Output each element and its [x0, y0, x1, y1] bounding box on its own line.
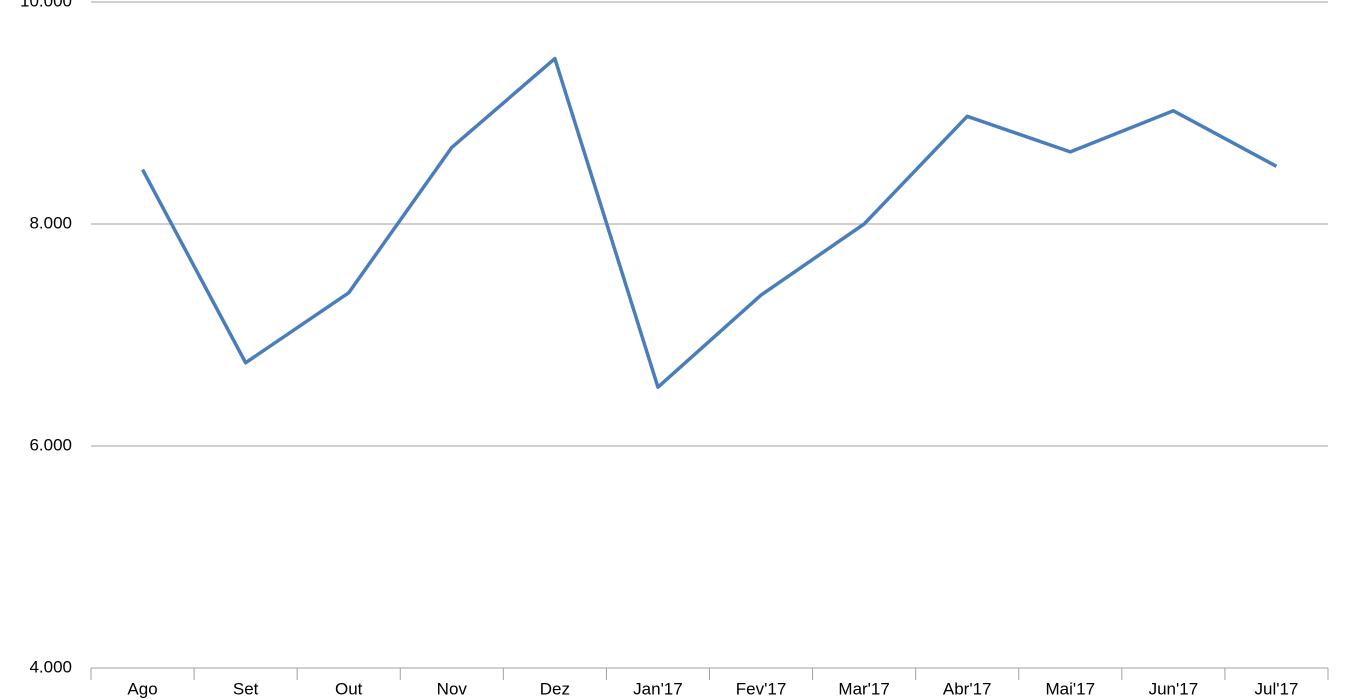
x-tick-label: Abr'17 — [943, 679, 992, 698]
y-tick-label: 8.000 — [29, 213, 72, 232]
x-tick-label: Set — [233, 679, 259, 698]
y-tick-label: 6.000 — [29, 435, 72, 454]
x-tick-label: Out — [335, 679, 363, 698]
x-tick-label: Jun'17 — [1149, 679, 1199, 698]
x-tick-label: Dez — [540, 679, 570, 698]
x-tick-label: Fev'17 — [736, 679, 787, 698]
x-tick-label: Ago — [127, 679, 157, 698]
x-tick-label: Nov — [437, 679, 468, 698]
x-tick-label: Jul'17 — [1255, 679, 1299, 698]
data-line — [140, 56, 1278, 389]
x-tick-label: Jan'17 — [633, 679, 683, 698]
x-tick-label: Mar'17 — [838, 679, 889, 698]
x-tick-label: Mai'17 — [1046, 679, 1096, 698]
y-tick-label: 4.000 — [29, 657, 72, 676]
y-tick-label: 10.000 — [20, 0, 72, 10]
